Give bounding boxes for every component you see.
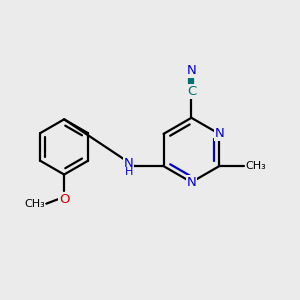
Text: CH₃: CH₃ bbox=[24, 199, 45, 209]
Text: N: N bbox=[214, 128, 224, 140]
Text: CH₃: CH₃ bbox=[246, 161, 266, 171]
Text: N: N bbox=[187, 64, 196, 77]
Text: N: N bbox=[187, 176, 196, 189]
Text: N: N bbox=[123, 157, 133, 170]
Text: C: C bbox=[187, 85, 196, 98]
Text: O: O bbox=[59, 193, 69, 206]
Text: H: H bbox=[125, 167, 133, 177]
